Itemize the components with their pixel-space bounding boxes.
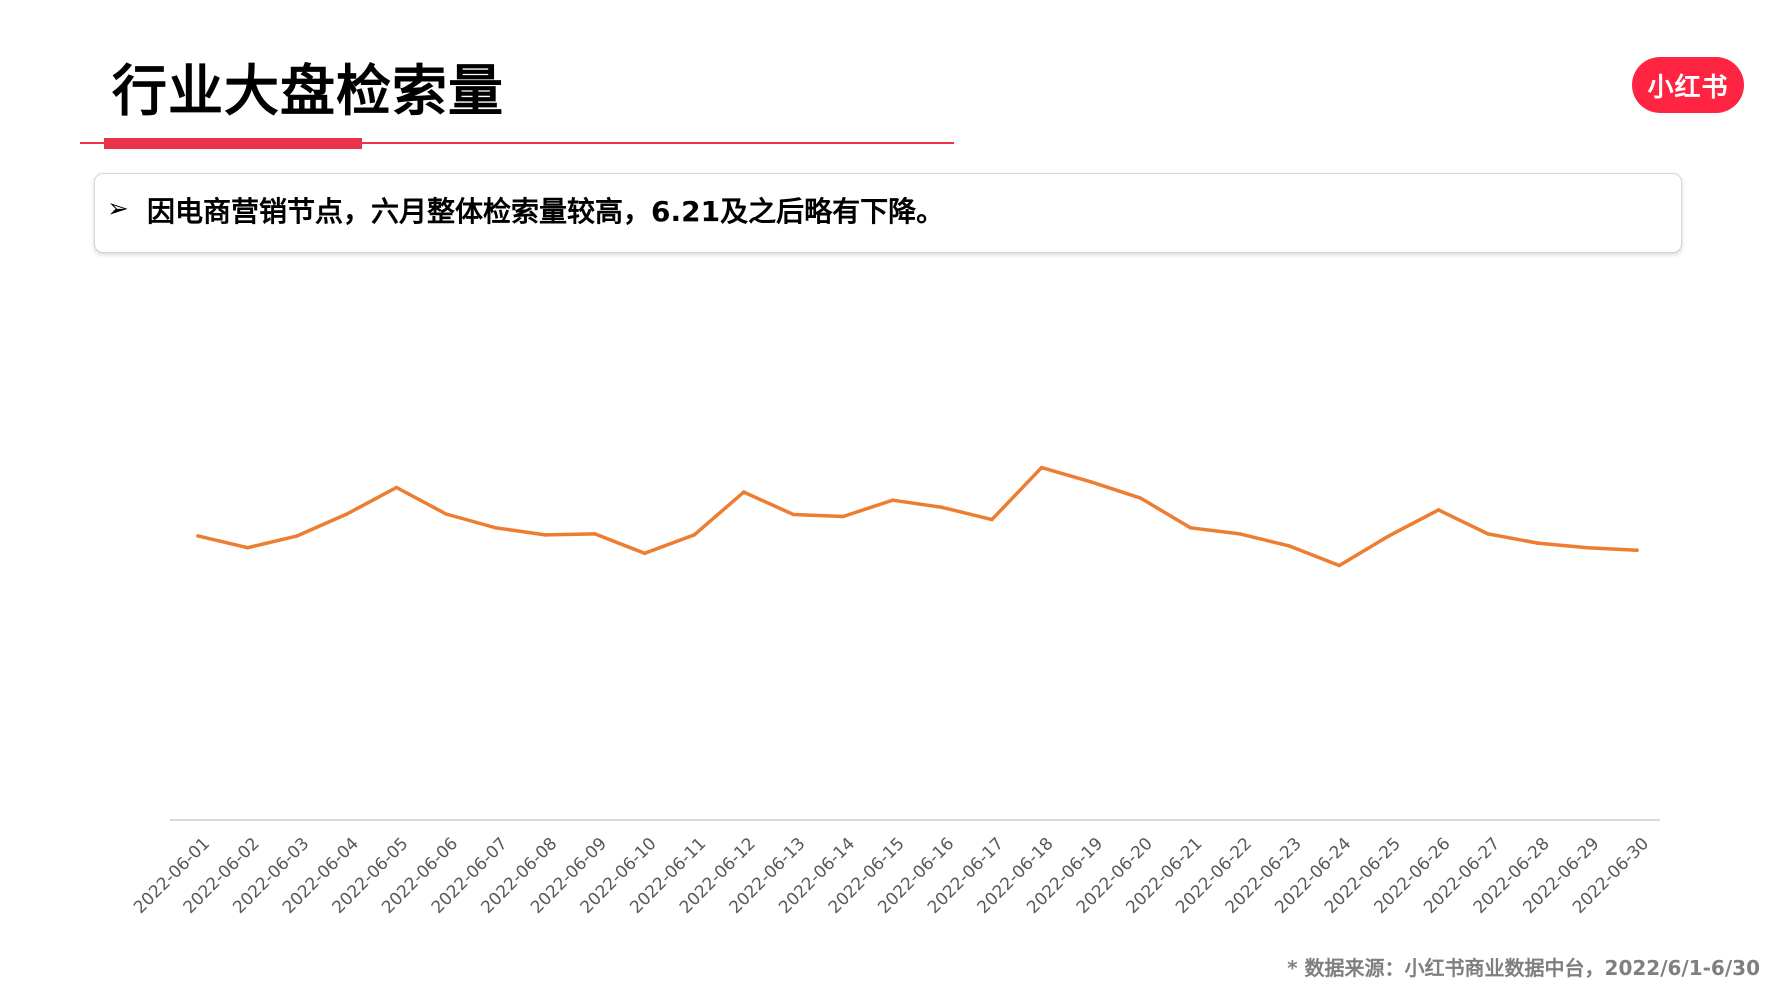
data-point: [543, 533, 548, 537]
data-point: [1039, 465, 1044, 470]
data-point: [1188, 526, 1193, 530]
insight-text: 因电商营销节点，六月整体检索量较高，6.21及之后略有下降。: [147, 195, 945, 228]
title-accent-bar: [104, 138, 362, 149]
xiaohongshu-logo: 小红书: [1632, 57, 1744, 113]
data-point: [394, 485, 399, 490]
data-point: [245, 545, 250, 550]
data-point: [642, 551, 647, 556]
data-point: [1436, 508, 1441, 512]
data-point: [990, 517, 994, 522]
data-point: [1486, 532, 1490, 536]
data-point: [345, 512, 349, 516]
data-point: [1139, 496, 1143, 501]
data-point: [493, 526, 498, 530]
series-line: [196, 465, 1639, 568]
data-point: [791, 512, 796, 517]
data-point: [940, 505, 945, 510]
data-source-note: * 数据来源：小红书商业数据中台，2022/6/1-6/30: [1287, 956, 1760, 980]
data-point: [1238, 532, 1242, 536]
data-point: [692, 533, 696, 537]
data-point: [1287, 544, 1292, 548]
data-point: [1089, 480, 1093, 484]
data-point: [1635, 548, 1639, 552]
data-point: [1585, 545, 1590, 550]
data-point: [196, 534, 200, 538]
data-point: [1387, 534, 1391, 538]
bullet-arrow-icon: ➢: [107, 194, 129, 224]
data-point: [593, 532, 597, 536]
data-point: [742, 490, 746, 494]
data-point: [841, 514, 845, 519]
data-point: [890, 498, 895, 503]
data-point: [295, 534, 300, 538]
data-point: [1536, 541, 1540, 545]
title-underline: [80, 142, 954, 144]
page-title: 行业大盘检索量: [112, 59, 505, 123]
data-point: [444, 512, 448, 516]
x-tick-labels: 2022-06-012022-06-022022-06-032022-06-04…: [130, 834, 1653, 918]
data-point: [1337, 563, 1342, 568]
insight-box: ➢ 因电商营销节点，六月整体检索量较高，6.21及之后略有下降。: [94, 173, 1682, 253]
series-layer: [196, 465, 1639, 568]
